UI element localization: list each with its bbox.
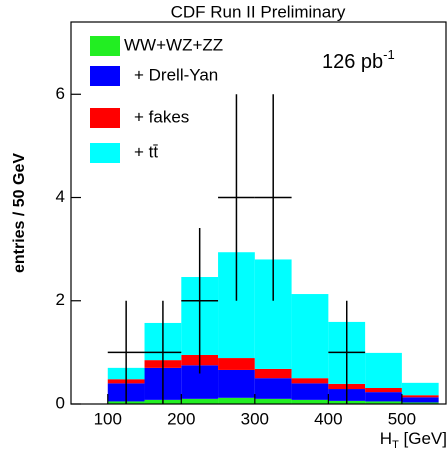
y-axis-label: entries / 50 GeV: [11, 153, 28, 273]
y-tick-label: 4: [56, 187, 65, 206]
histogram-bar: [291, 383, 329, 400]
x-label-sub: T: [392, 439, 399, 451]
histogram-bar: [218, 397, 255, 404]
luminosity-exponent: -1: [383, 47, 395, 62]
x-label-main: H: [380, 429, 392, 448]
histogram-bar: [365, 352, 402, 388]
legend-swatch: [90, 108, 120, 128]
histogram-bar: [291, 378, 329, 384]
histogram-bar: [254, 378, 292, 399]
chart-title: CDF Run II Preliminary: [171, 2, 346, 21]
histogram-bar: [401, 382, 439, 396]
histogram-bar: [181, 398, 219, 404]
histogram-bar: [401, 397, 439, 403]
luminosity-annotation: 126 pb-1: [322, 47, 395, 73]
x-tick-label: 500: [388, 409, 416, 428]
x-axis-label: HT [GeV]: [380, 429, 447, 451]
legend-swatch: [90, 36, 120, 56]
legend-swatch: [90, 66, 120, 86]
x-tick-label: 300: [241, 409, 269, 428]
histogram-bar: [365, 401, 402, 404]
y-tick-label: 2: [56, 290, 65, 309]
histogram-bar: [218, 358, 255, 370]
plot-frame: [70, 21, 447, 405]
histogram-bar: [291, 294, 329, 379]
histogram-bar: [401, 395, 439, 398]
legend-label: + tt̄: [134, 142, 159, 161]
histogram-bar: [218, 369, 255, 398]
legend-label: + Drell-Yan: [134, 65, 218, 84]
histogram-bar: [254, 368, 292, 379]
histogram-bar: [365, 387, 402, 393]
x-tick-label: 400: [314, 409, 342, 428]
legend-swatch: [90, 143, 120, 163]
histogram-bar: [365, 392, 402, 402]
x-label-unit: [GeV]: [399, 429, 447, 448]
y-tick-label: 0: [56, 393, 65, 412]
y-tick-label: 6: [56, 84, 65, 103]
histogram-bar: [254, 398, 292, 404]
legend-label: WW+WZ+ZZ: [124, 35, 223, 54]
legend-label: + fakes: [134, 107, 189, 126]
luminosity-value: 126 pb: [322, 51, 383, 73]
x-tick-label: 100: [94, 409, 122, 428]
histogram-bar: [401, 402, 439, 404]
histogram-bar: [291, 399, 329, 404]
x-tick-label: 200: [167, 409, 195, 428]
